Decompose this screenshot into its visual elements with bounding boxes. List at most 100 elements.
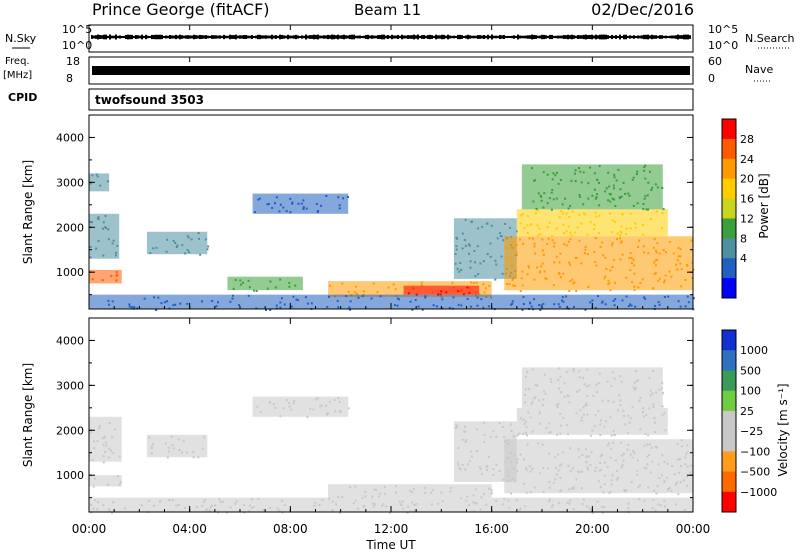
data-cell — [166, 300, 169, 303]
noise-sample — [369, 35, 371, 39]
data-cell — [568, 290, 571, 293]
data-cell — [526, 434, 529, 437]
data-cell — [578, 195, 581, 198]
data-cell — [352, 502, 355, 505]
y-tick-label: 2000 — [56, 221, 84, 234]
data-cell — [575, 256, 578, 259]
data-cell — [440, 491, 443, 494]
y-tick-label: 4000 — [56, 334, 84, 347]
noise-sample — [317, 34, 319, 40]
noise-sample — [157, 34, 159, 40]
velocity-ylabel: Slant Range [km] — [21, 363, 35, 467]
data-cell — [376, 291, 379, 294]
noise-sample — [385, 35, 387, 39]
data-cell — [320, 404, 323, 407]
data-cell — [337, 495, 340, 498]
data-cell — [643, 251, 646, 254]
noise-sample — [149, 35, 151, 39]
data-cell — [622, 452, 625, 455]
data-cell — [690, 464, 693, 467]
data-cell — [219, 500, 222, 503]
data-cell — [500, 255, 503, 258]
data-cell — [592, 394, 595, 397]
noise-sample — [277, 35, 279, 39]
noise-sample — [201, 35, 203, 39]
data-cell — [339, 411, 342, 414]
data-cell — [595, 264, 598, 267]
data-cell — [274, 286, 277, 289]
data-cell — [111, 242, 114, 245]
data-cell — [459, 261, 462, 264]
data-cell — [683, 479, 686, 482]
data-cell — [503, 497, 506, 500]
data-cell — [250, 507, 253, 510]
data-cell — [479, 262, 482, 265]
noise-sample — [455, 35, 457, 39]
data-cell — [558, 273, 561, 276]
data-cell — [466, 495, 469, 498]
data-cell — [430, 491, 433, 494]
data-cell — [215, 305, 218, 308]
noise-sample — [469, 35, 471, 39]
data-cell — [384, 493, 387, 496]
data-cell — [524, 420, 527, 423]
noise-sample — [537, 35, 539, 39]
noise-sample — [137, 35, 139, 39]
data-cell — [596, 193, 599, 196]
data-cell — [411, 490, 414, 493]
data-cell — [568, 488, 571, 491]
data-cell — [601, 453, 604, 456]
data-cell — [599, 485, 602, 488]
data-cell — [495, 435, 498, 438]
data-cell — [673, 473, 676, 476]
data-cell — [616, 232, 619, 235]
freq-label-1: Freq. — [5, 56, 30, 67]
noise-sample — [123, 35, 125, 39]
data-cell — [158, 500, 161, 503]
data-cell — [91, 221, 94, 224]
data-cell — [624, 233, 627, 236]
data-cell — [627, 192, 630, 195]
data-cell — [580, 262, 583, 265]
data-cell — [424, 491, 427, 494]
data-cell — [235, 500, 238, 503]
data-cell — [487, 305, 490, 308]
noise-sample — [361, 35, 363, 39]
noise-sample — [313, 34, 315, 40]
data-cell — [372, 505, 375, 508]
noise-right-tick-top: 10^5 — [708, 23, 738, 36]
noise-sample — [569, 35, 571, 39]
data-cell — [519, 507, 522, 510]
noise-sample — [159, 34, 161, 40]
data-cell — [606, 199, 609, 202]
data-cell — [411, 308, 414, 311]
data-cell — [619, 258, 622, 261]
data-cell — [354, 285, 357, 288]
data-cell — [379, 295, 382, 298]
data-cell — [613, 187, 616, 190]
y-tick-label: 4000 — [56, 131, 84, 144]
data-cell — [613, 198, 616, 201]
noise-sample — [507, 35, 509, 39]
data-cell — [102, 455, 105, 458]
data-cell — [550, 191, 553, 194]
noise-left-label: N.Sky — [5, 32, 37, 45]
data-cell — [456, 425, 459, 428]
data-cell — [542, 302, 545, 305]
noise-sample — [553, 35, 555, 39]
data-cell — [586, 466, 589, 469]
data-cell — [677, 300, 680, 303]
data-cell — [617, 476, 620, 479]
data-cell — [548, 500, 551, 503]
data-cell — [641, 224, 644, 227]
data-cell — [239, 283, 242, 286]
data-cell — [248, 510, 251, 513]
colorbar-swatch — [722, 431, 736, 452]
data-region — [516, 209, 668, 237]
data-cell — [229, 300, 232, 303]
data-cell — [558, 261, 561, 264]
data-cell — [572, 486, 575, 489]
data-region — [227, 276, 303, 291]
noise-sample — [329, 35, 331, 39]
data-cell — [602, 491, 605, 494]
